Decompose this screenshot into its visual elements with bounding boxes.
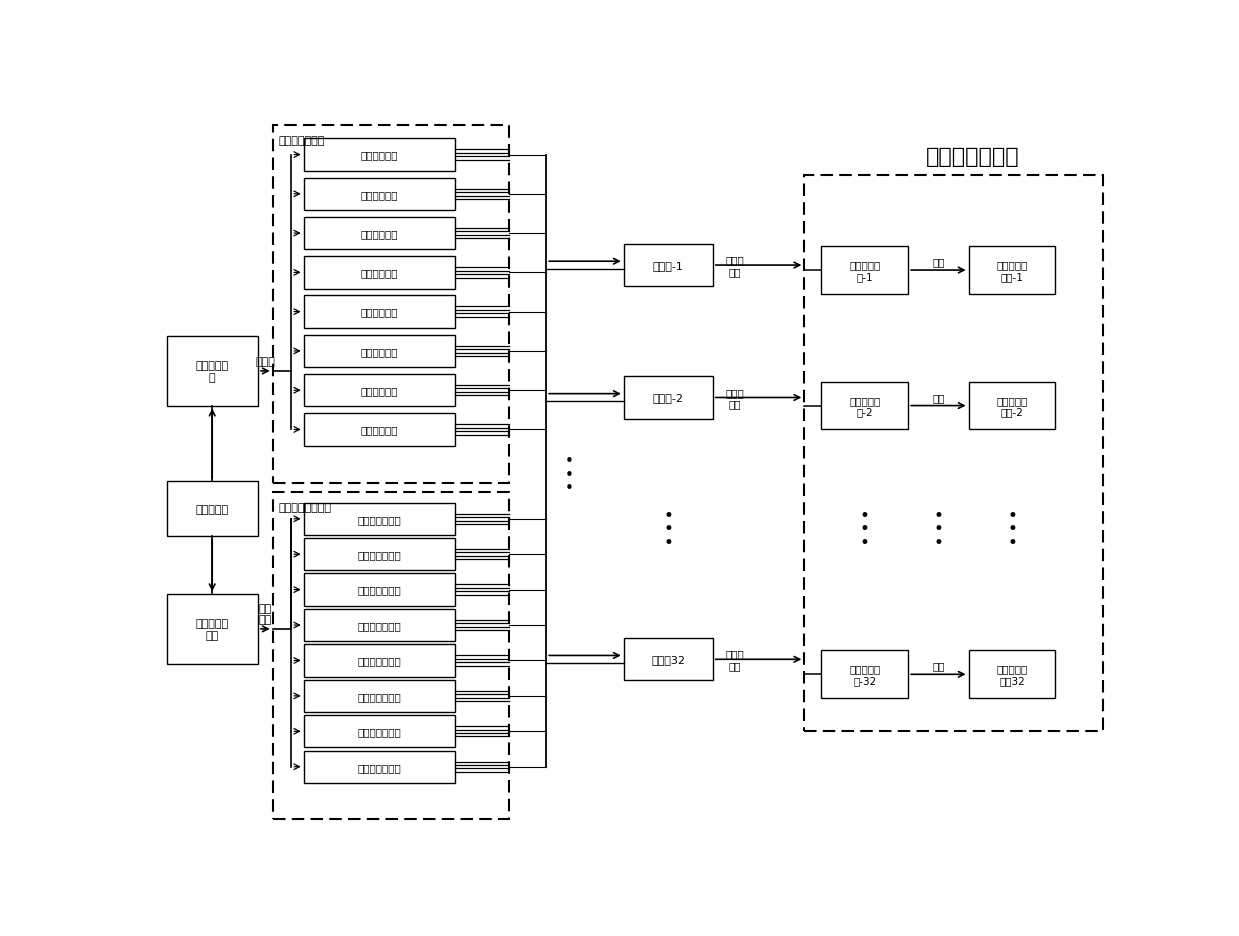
Text: 位时钟分配器: 位时钟分配器 <box>361 190 398 199</box>
Text: 转换器-2: 转换器-2 <box>653 393 684 403</box>
Text: 时钟: 时钟 <box>932 661 944 671</box>
Bar <box>969 382 1056 430</box>
Text: 位时钟分配器: 位时钟分配器 <box>361 307 398 317</box>
Text: •: • <box>933 534 943 551</box>
Text: •: • <box>933 506 943 524</box>
Text: •: • <box>663 534 673 551</box>
Text: 位时钟: 位时钟 <box>255 357 275 367</box>
Text: •: • <box>1007 519 1017 538</box>
Text: 位时钟分配器: 位时钟分配器 <box>361 425 398 435</box>
Text: 位时钟分配器: 位时钟分配器 <box>361 386 398 396</box>
Bar <box>304 574 455 607</box>
Bar <box>304 751 455 783</box>
Text: 转换器32: 转换器32 <box>652 654 685 665</box>
Bar <box>304 179 455 211</box>
Text: 位时钟分配器: 位时钟分配器 <box>361 268 398 278</box>
Bar <box>821 247 908 295</box>
Bar <box>304 296 455 329</box>
Text: •: • <box>565 453 574 468</box>
Bar <box>969 247 1056 295</box>
Bar <box>304 645 455 677</box>
Bar <box>166 594 258 664</box>
Text: 转换器-1: 转换器-1 <box>653 261 684 271</box>
Text: 主通道传感
器-32: 主通道传感 器-32 <box>849 664 881 685</box>
Bar <box>304 414 455 446</box>
Text: •: • <box>860 519 870 538</box>
Bar <box>273 492 509 819</box>
Text: 字节时钟锁
相环: 字节时钟锁 相环 <box>196 619 229 640</box>
Text: 平行双
绞线: 平行双 绞线 <box>725 388 743 409</box>
Text: 时钟: 时钟 <box>932 257 944 267</box>
Bar <box>969 651 1056 698</box>
Bar <box>304 256 455 289</box>
Text: •: • <box>663 519 673 538</box>
Text: 字节时钟分配单元: 字节时钟分配单元 <box>279 503 332 512</box>
Text: 主通道传感
器-2: 主通道传感 器-2 <box>849 395 881 417</box>
Text: 字节时钟分配器: 字节时钟分配器 <box>357 585 401 595</box>
Text: 位时钟锁相
环: 位时钟锁相 环 <box>196 360 229 382</box>
Text: •: • <box>933 519 943 538</box>
Text: 字节时钟分配器: 字节时钟分配器 <box>357 656 401 665</box>
Bar <box>304 335 455 368</box>
Bar <box>304 374 455 407</box>
Bar <box>304 609 455 641</box>
Text: 字节时钟分配器: 字节时钟分配器 <box>357 621 401 630</box>
Bar <box>623 377 712 419</box>
Bar <box>304 503 455 535</box>
Text: •: • <box>1007 506 1017 524</box>
Text: 主通道传感
器-1: 主通道传感 器-1 <box>849 260 881 282</box>
Bar <box>623 244 712 287</box>
Text: 字节时钟分配器: 字节时钟分配器 <box>357 762 401 772</box>
Bar <box>623 638 712 680</box>
Bar <box>166 337 258 406</box>
Text: 平行双
绞线: 平行双 绞线 <box>725 255 743 276</box>
Text: 字节
时钟: 字节 时钟 <box>259 603 271 624</box>
Text: 字节时钟分配器: 字节时钟分配器 <box>357 549 401 560</box>
Bar <box>166 481 258 537</box>
Text: 位时钟分配器: 位时钟分配器 <box>361 151 398 160</box>
Bar <box>304 680 455 712</box>
Text: 位时钟分配器: 位时钟分配器 <box>361 346 398 357</box>
Text: 字节时钟分配器: 字节时钟分配器 <box>357 726 401 737</box>
Text: •: • <box>663 506 673 524</box>
Text: 声学传感器阵列: 声学传感器阵列 <box>926 147 1020 167</box>
Bar <box>804 176 1103 732</box>
Text: •: • <box>860 506 870 524</box>
Bar <box>304 715 455 748</box>
Bar <box>821 651 908 698</box>
Text: 字节时钟分配器: 字节时钟分配器 <box>357 691 401 701</box>
Text: •: • <box>860 534 870 551</box>
Text: 晶体振荡器: 晶体振荡器 <box>196 505 229 514</box>
Text: 附属通道传
感器32: 附属通道传 感器32 <box>996 664 1027 685</box>
Text: 位时钟分配单元: 位时钟分配单元 <box>279 136 326 145</box>
Bar <box>304 218 455 250</box>
Bar <box>273 125 509 483</box>
Text: 平行双
绞线: 平行双 绞线 <box>725 649 743 670</box>
Bar <box>304 538 455 571</box>
Text: 附属通道传
感器-1: 附属通道传 感器-1 <box>996 260 1027 282</box>
Text: •: • <box>1007 534 1017 551</box>
Bar <box>821 382 908 430</box>
Text: 附属通道传
感器-2: 附属通道传 感器-2 <box>996 395 1027 417</box>
Text: •: • <box>565 467 574 482</box>
Text: 字节时钟分配器: 字节时钟分配器 <box>357 514 401 524</box>
Text: 位时钟分配器: 位时钟分配器 <box>361 229 398 239</box>
Bar <box>304 139 455 171</box>
Text: •: • <box>565 481 574 496</box>
Text: 时钟: 时钟 <box>932 392 944 402</box>
